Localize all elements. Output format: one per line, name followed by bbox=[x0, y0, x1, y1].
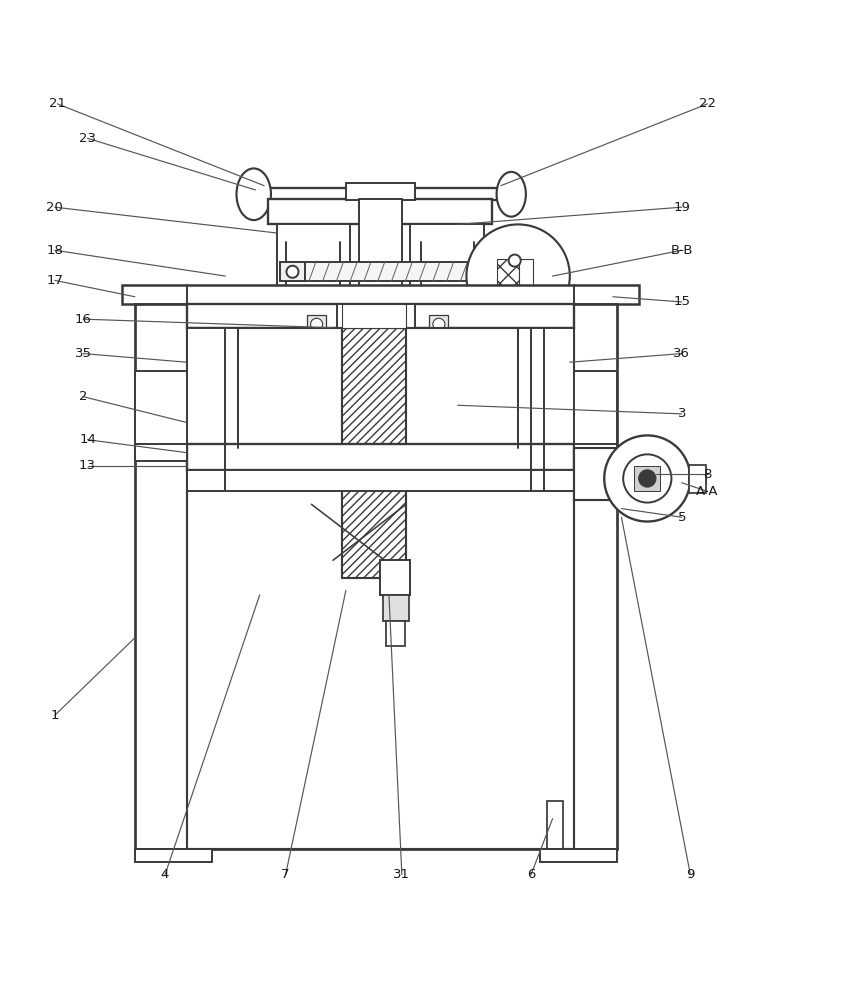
Bar bbox=[280, 262, 480, 281]
Bar bbox=[337, 304, 415, 328]
Bar bbox=[187, 470, 574, 491]
Text: 14: 14 bbox=[79, 433, 96, 446]
Circle shape bbox=[604, 435, 690, 522]
Text: 9: 9 bbox=[686, 868, 695, 881]
Bar bbox=[346, 183, 415, 200]
Text: 23: 23 bbox=[79, 132, 96, 145]
Bar bbox=[548, 801, 563, 849]
Text: 4: 4 bbox=[161, 868, 169, 881]
Circle shape bbox=[509, 255, 521, 267]
Bar bbox=[386, 621, 405, 646]
Bar bbox=[187, 328, 238, 448]
Bar bbox=[497, 259, 519, 292]
Bar bbox=[689, 465, 706, 493]
Bar bbox=[518, 328, 574, 448]
Text: 7: 7 bbox=[282, 868, 289, 881]
Bar bbox=[341, 328, 406, 578]
Bar bbox=[429, 315, 448, 334]
Bar bbox=[122, 285, 638, 304]
Text: 6: 6 bbox=[527, 868, 535, 881]
Text: 35: 35 bbox=[74, 347, 92, 360]
Bar bbox=[410, 224, 484, 293]
Circle shape bbox=[467, 224, 569, 328]
Bar bbox=[380, 560, 410, 595]
Circle shape bbox=[287, 266, 298, 278]
Bar bbox=[574, 444, 617, 461]
Bar bbox=[187, 328, 574, 849]
Text: 19: 19 bbox=[673, 201, 690, 214]
Text: 36: 36 bbox=[673, 347, 690, 360]
Text: 8: 8 bbox=[703, 468, 712, 481]
Text: 21: 21 bbox=[49, 97, 66, 110]
Bar bbox=[135, 371, 187, 448]
Bar bbox=[187, 444, 574, 470]
Bar bbox=[307, 315, 326, 334]
Bar bbox=[280, 262, 305, 281]
Circle shape bbox=[623, 454, 671, 503]
Bar bbox=[341, 304, 406, 328]
Bar bbox=[519, 259, 533, 292]
Bar bbox=[277, 224, 350, 293]
Bar bbox=[689, 472, 706, 483]
Text: 16: 16 bbox=[75, 313, 92, 326]
Bar bbox=[383, 595, 409, 621]
Bar bbox=[574, 371, 617, 448]
Text: 17: 17 bbox=[47, 274, 63, 287]
Bar bbox=[269, 199, 492, 224]
Text: 2: 2 bbox=[79, 390, 87, 403]
Bar bbox=[574, 448, 617, 500]
Text: 3: 3 bbox=[677, 407, 686, 420]
Ellipse shape bbox=[237, 168, 271, 220]
Circle shape bbox=[433, 318, 445, 330]
Text: 20: 20 bbox=[47, 201, 63, 214]
Bar bbox=[617, 457, 634, 491]
Text: 18: 18 bbox=[47, 244, 63, 257]
Circle shape bbox=[310, 318, 322, 330]
Ellipse shape bbox=[497, 172, 526, 217]
Bar bbox=[634, 466, 660, 491]
Bar bbox=[359, 199, 402, 293]
Bar bbox=[187, 328, 238, 448]
Circle shape bbox=[638, 470, 656, 487]
Bar bbox=[187, 304, 574, 328]
Polygon shape bbox=[311, 504, 406, 560]
Text: 22: 22 bbox=[699, 97, 716, 110]
Text: 5: 5 bbox=[677, 511, 686, 524]
Text: 1: 1 bbox=[50, 709, 59, 722]
Text: A-A: A-A bbox=[696, 485, 719, 498]
Text: 15: 15 bbox=[673, 295, 690, 308]
Bar bbox=[135, 444, 187, 461]
Bar bbox=[135, 849, 213, 862]
Bar bbox=[135, 304, 617, 849]
Text: B-B: B-B bbox=[670, 244, 693, 257]
Text: 13: 13 bbox=[79, 459, 96, 472]
Bar bbox=[540, 849, 617, 862]
Text: 31: 31 bbox=[393, 868, 410, 881]
